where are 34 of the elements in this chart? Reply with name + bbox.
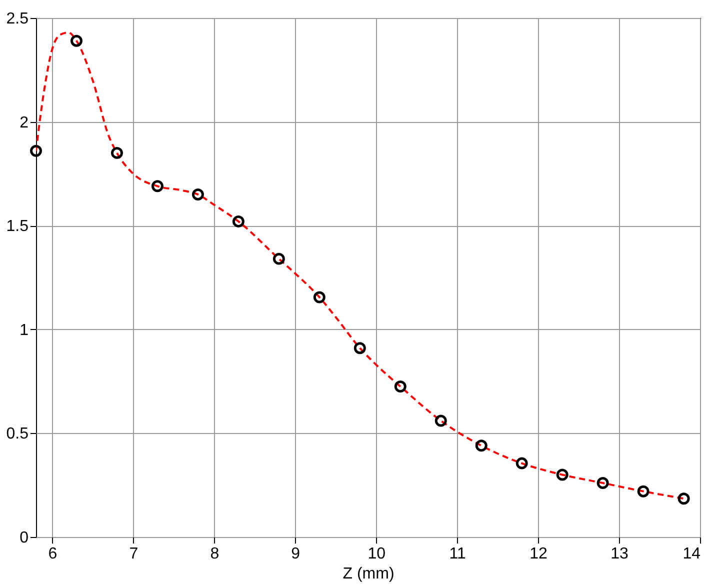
x-tick-label: 13 xyxy=(610,546,629,562)
x-tick-label: 9 xyxy=(291,546,300,562)
point xyxy=(596,477,609,490)
point xyxy=(475,440,488,452)
point xyxy=(232,215,244,228)
point xyxy=(556,468,568,481)
x-tick-label: 6 xyxy=(48,546,58,562)
point xyxy=(678,492,690,505)
y-tick-label: 2.5 xyxy=(6,10,29,28)
x-tick-label: 11 xyxy=(449,546,466,562)
x-tick-label: 8 xyxy=(210,546,220,562)
point xyxy=(434,414,447,427)
point xyxy=(354,342,366,354)
x-tick-label: 12 xyxy=(530,546,548,562)
x-tick-label: 7 xyxy=(129,546,138,562)
point xyxy=(394,380,406,392)
y-tick-label: 1 xyxy=(20,322,29,339)
point xyxy=(272,252,285,265)
point xyxy=(110,146,123,159)
x-tick-label: 14 xyxy=(682,546,701,562)
point xyxy=(151,180,164,192)
point xyxy=(637,485,650,498)
y-tick-label: 1.5 xyxy=(6,218,29,236)
y-tick-label: 0.5 xyxy=(6,426,29,443)
point xyxy=(516,457,528,470)
x-tick-label: 10 xyxy=(368,546,386,562)
y-tick-label: 2 xyxy=(20,114,29,132)
line-series xyxy=(36,32,685,500)
x-axis-title: Z (mm) xyxy=(342,566,394,582)
point xyxy=(30,144,42,157)
point xyxy=(313,291,326,304)
point xyxy=(192,188,204,200)
y-tick-label: 0 xyxy=(20,530,29,546)
point xyxy=(70,34,82,47)
